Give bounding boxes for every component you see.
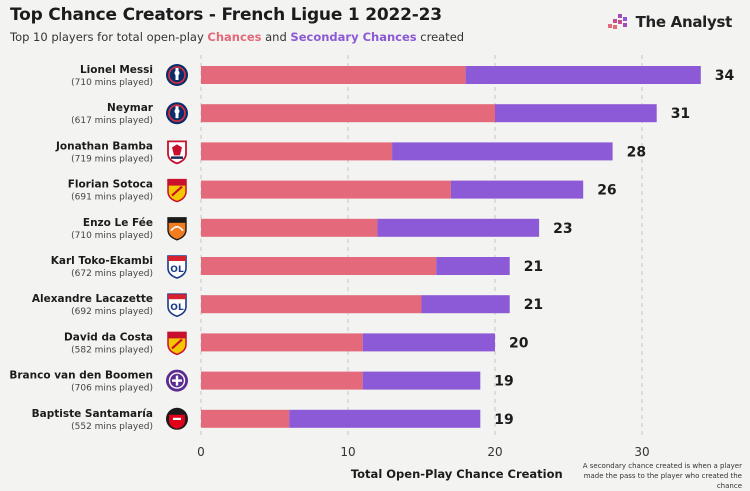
player-minutes: (617 mins played) (71, 116, 153, 126)
svg-text:OL: OL (170, 303, 184, 313)
lille-crest-icon (167, 140, 187, 165)
player-minutes: (692 mins played) (71, 307, 153, 317)
lorient-crest-icon (167, 217, 187, 241)
toulouse-crest-icon (166, 369, 188, 392)
player-name: Enzo Le Fée (83, 217, 153, 229)
bar-secondary (421, 295, 510, 314)
player-name: Florian Sotoca (68, 179, 153, 191)
player-minutes: (710 mins played) (71, 78, 153, 88)
bar-secondary (465, 66, 701, 84)
bar-chances (201, 333, 363, 352)
player-minutes: (710 mins played) (71, 231, 153, 241)
total-label: 31 (671, 106, 690, 122)
player-name: Baptiste Santamaría (32, 408, 153, 420)
lyon-crest-icon: OL (167, 255, 187, 279)
psg-crest-icon (166, 102, 188, 125)
psg-crest-icon (166, 64, 188, 86)
rennes-crest-icon (166, 407, 188, 430)
brand-name: The Analyst (635, 13, 733, 31)
x-tick-label: 30 (634, 445, 649, 459)
x-axis-label: Total Open-Play Chance Creation (351, 467, 563, 481)
chart-subtitle: Top 10 players for total open-play Chanc… (10, 30, 464, 44)
analyst-logo-icon (607, 14, 627, 29)
bar-chances (201, 295, 422, 314)
bar-chances (201, 66, 466, 84)
player-minutes: (582 mins played) (71, 345, 153, 355)
player-name: Jonathan Bamba (55, 140, 153, 152)
bar-chances (201, 409, 290, 428)
player-name: Branco van den Boomen (9, 370, 153, 382)
bar-secondary (495, 104, 657, 123)
player-name: Neymar (107, 102, 154, 114)
svg-text:OL: OL (170, 265, 184, 275)
bar-chances (201, 257, 437, 275)
bar-secondary (436, 257, 510, 275)
total-label: 21 (524, 259, 543, 275)
brand-logo: The Analyst (607, 12, 733, 32)
bar-secondary (392, 142, 613, 161)
footnote: A secondary chance created is when a pla… (582, 462, 742, 490)
player-minutes: (672 mins played) (71, 269, 153, 279)
player-minutes: (691 mins played) (71, 193, 153, 203)
player-name: Karl Toko-Ekambi (51, 255, 153, 267)
total-label: 21 (524, 297, 543, 313)
x-tick-label: 10 (340, 445, 355, 459)
lens-crest-icon (167, 331, 187, 356)
total-label: 23 (553, 221, 572, 237)
bar-chances (201, 180, 451, 199)
total-label: 19 (494, 412, 513, 428)
bar-chances (201, 104, 495, 123)
subtitle-mid: and (261, 30, 291, 44)
lens-crest-icon (167, 178, 187, 203)
bar-chances (201, 371, 363, 390)
bar-secondary (450, 180, 584, 199)
subtitle-secondary-label: Secondary Chances (290, 30, 417, 44)
bar-secondary (377, 218, 540, 237)
bar-chances (201, 142, 393, 161)
total-label: 28 (627, 144, 646, 160)
subtitle-prefix: Top 10 players for total open-play (10, 30, 208, 44)
player-minutes: (552 mins played) (71, 422, 153, 432)
total-label: 34 (715, 68, 735, 84)
x-tick-label: 20 (487, 445, 502, 459)
x-tick-label: 0 (197, 445, 205, 459)
player-name: Lionel Messi (80, 64, 153, 76)
bar-chances (201, 218, 378, 237)
bar-secondary (362, 371, 481, 390)
total-label: 20 (509, 335, 529, 351)
player-name: Alexandre Lacazette (32, 293, 153, 305)
player-minutes: (706 mins played) (71, 384, 153, 394)
total-label: 19 (494, 374, 513, 390)
subtitle-chances-label: Chances (207, 30, 262, 44)
bar-secondary (362, 333, 495, 352)
bar-secondary (289, 409, 481, 428)
subtitle-suffix: created (416, 30, 465, 44)
player-minutes: (719 mins played) (71, 154, 153, 164)
chart-title: Top Chance Creators - French Ligue 1 202… (10, 5, 442, 25)
lyon-crest-icon: OL (167, 293, 187, 318)
player-name: David da Costa (64, 331, 153, 343)
total-label: 26 (597, 183, 616, 199)
